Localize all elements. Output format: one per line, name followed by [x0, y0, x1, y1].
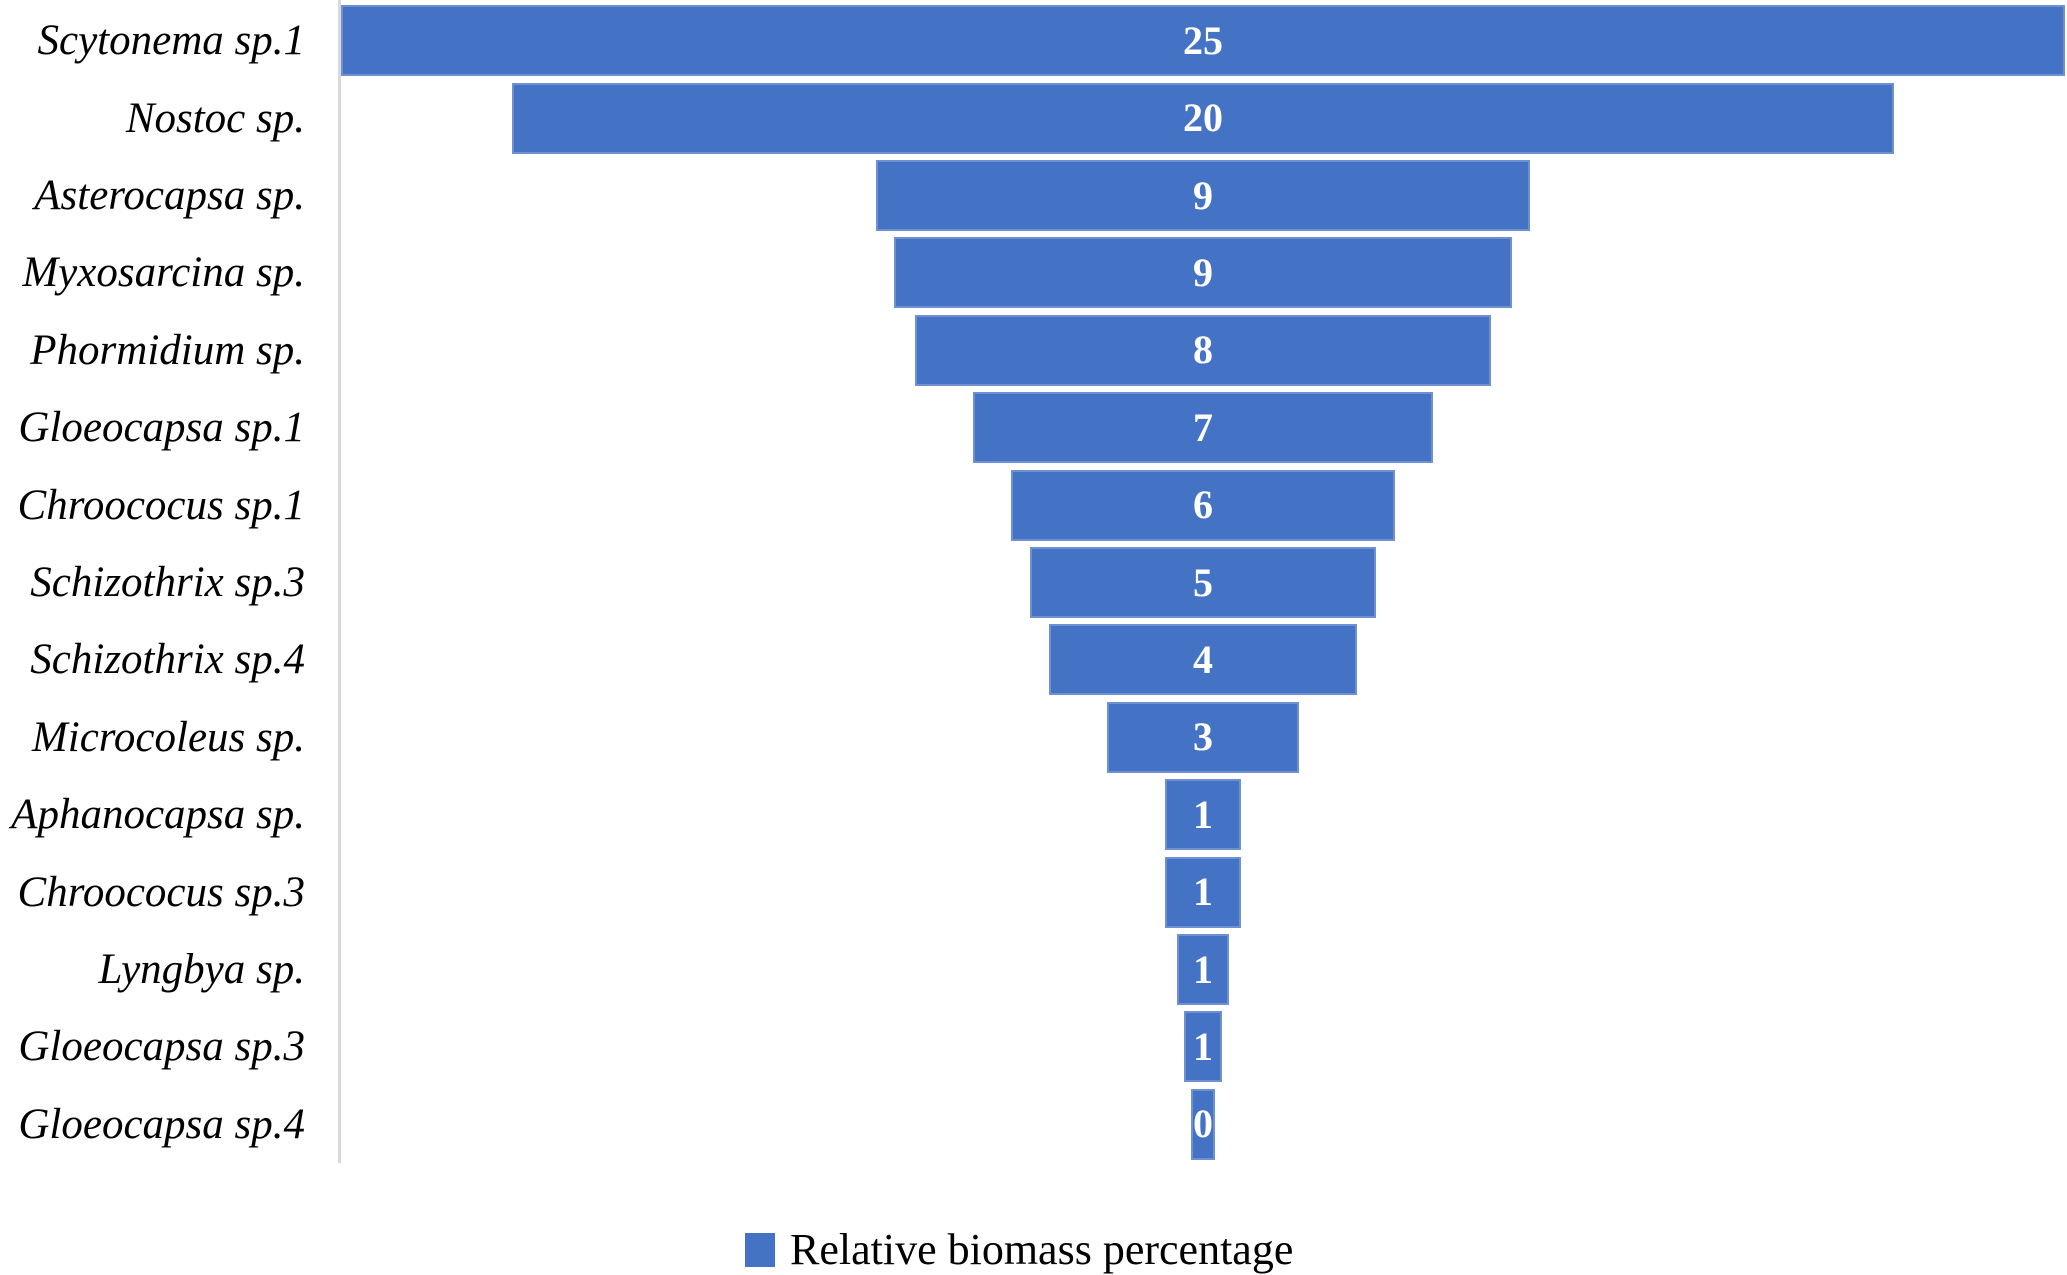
category-label: Chroococus sp.3 [17, 868, 305, 916]
bar-value-label: 20 [1182, 95, 1223, 141]
bar-value-label: 5 [1192, 559, 1213, 605]
bar-value-label: 9 [1192, 172, 1213, 218]
bar-row: 9 [341, 157, 2065, 234]
funnel-bar: 1 [1165, 856, 1241, 928]
bar-row: 25 [341, 2, 2065, 79]
category-label: Gloeocapsa sp.4 [18, 1100, 305, 1148]
bar-value-label: 7 [1192, 404, 1213, 450]
plot-area: 25 20 9 9 8 7 6 5 4 3 1 1 1 1 0 [341, 2, 2065, 1163]
bar-row: 1 [341, 931, 2065, 1008]
category-label: Asterocapsa sp. [34, 172, 305, 220]
category-label: Nostoc sp. [125, 94, 305, 142]
bar-row: 9 [341, 234, 2065, 311]
bar-value-label: 25 [1183, 17, 1223, 63]
funnel-bar: 6 [1010, 469, 1396, 541]
bar-row: 0 [341, 1086, 2065, 1163]
bar-row: 1 [341, 776, 2065, 853]
bar-value-label: 1 [1193, 791, 1213, 837]
funnel-bar: 5 [1029, 547, 1377, 619]
bar-value-label: 1 [1193, 946, 1213, 992]
legend-label: Relative biomass percentage [790, 1225, 1294, 1274]
funnel-bar: 1 [1165, 779, 1241, 851]
bar-row: 7 [341, 389, 2065, 466]
bar-row: 4 [341, 621, 2065, 698]
funnel-bar: 7 [972, 392, 1434, 464]
bar-value-label: 1 [1192, 1023, 1213, 1069]
funnel-bar: 9 [894, 237, 1512, 309]
category-label: Phormidium sp. [30, 326, 305, 374]
bar-value-label: 6 [1193, 482, 1213, 528]
bar-row: 1 [341, 853, 2065, 930]
category-label: Gloeocapsa sp.3 [18, 1023, 305, 1071]
category-label: Schizothrix sp.3 [30, 559, 305, 607]
category-label: Chroococus sp.1 [17, 481, 305, 529]
funnel-bar: 20 [511, 82, 1895, 154]
category-axis-labels: Scytonema sp.1 Nostoc sp. Asterocapsa sp… [0, 2, 305, 1163]
bar-row: 20 [341, 79, 2065, 156]
category-label: Microcoleus sp. [31, 713, 305, 761]
bar-value-label: 3 [1192, 714, 1213, 760]
funnel-bar: 25 [341, 5, 2065, 77]
category-label: Schizothrix sp.4 [30, 636, 305, 684]
bar-row: 3 [341, 699, 2065, 776]
y-axis-line [338, 0, 341, 1163]
bar-value-label: 8 [1193, 327, 1213, 373]
category-label: Gloeocapsa sp.1 [18, 404, 305, 452]
funnel-bar: 8 [915, 314, 1491, 386]
bar-row: 6 [341, 466, 2065, 543]
legend: Relative biomass percentage [745, 1228, 1293, 1272]
bar-value-label: 4 [1193, 636, 1213, 682]
legend-swatch [745, 1233, 775, 1267]
bar-row: 8 [341, 312, 2065, 389]
bar-row: 1 [341, 1008, 2065, 1085]
bar-value-label: 9 [1193, 249, 1213, 295]
funnel-bar: 1 [1177, 934, 1229, 1006]
funnel-bar: 3 [1107, 701, 1299, 773]
bar-value-label: 0 [1193, 1101, 1213, 1147]
funnel-bar: 9 [876, 160, 1530, 232]
category-label: Myxosarcina sp. [22, 249, 305, 297]
funnel-bar: 4 [1048, 624, 1358, 696]
funnel-bar: 0 [1190, 1088, 1216, 1160]
category-label: Aphanocapsa sp. [11, 791, 305, 839]
bar-row: 5 [341, 544, 2065, 621]
bar-value-label: 1 [1193, 869, 1213, 915]
category-label: Scytonema sp.1 [37, 17, 306, 65]
funnel-bar: 1 [1184, 1011, 1222, 1083]
category-label: Lyngbya sp. [98, 946, 305, 994]
